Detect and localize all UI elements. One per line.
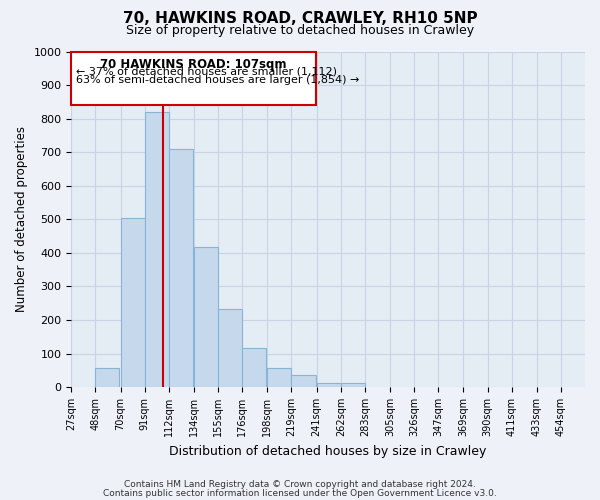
Text: 70, HAWKINS ROAD, CRAWLEY, RH10 5NP: 70, HAWKINS ROAD, CRAWLEY, RH10 5NP bbox=[122, 11, 478, 26]
Bar bbox=[341, 383, 365, 387]
Bar bbox=[121, 218, 145, 387]
Bar bbox=[95, 368, 119, 387]
Text: ← 37% of detached houses are smaller (1,112): ← 37% of detached houses are smaller (1,… bbox=[76, 66, 337, 76]
Bar bbox=[145, 112, 169, 387]
X-axis label: Distribution of detached houses by size in Crawley: Distribution of detached houses by size … bbox=[169, 444, 487, 458]
Bar bbox=[218, 309, 242, 387]
Text: Size of property relative to detached houses in Crawley: Size of property relative to detached ho… bbox=[126, 24, 474, 37]
Y-axis label: Number of detached properties: Number of detached properties bbox=[15, 126, 28, 312]
Bar bbox=[169, 149, 193, 387]
FancyBboxPatch shape bbox=[71, 52, 316, 105]
Text: 63% of semi-detached houses are larger (1,854) →: 63% of semi-detached houses are larger (… bbox=[76, 75, 359, 85]
Bar bbox=[268, 368, 292, 387]
Bar bbox=[242, 348, 266, 387]
Bar bbox=[194, 247, 218, 387]
Text: Contains public sector information licensed under the Open Government Licence v3: Contains public sector information licen… bbox=[103, 488, 497, 498]
Bar bbox=[292, 376, 316, 387]
Bar bbox=[317, 383, 341, 387]
Text: Contains HM Land Registry data © Crown copyright and database right 2024.: Contains HM Land Registry data © Crown c… bbox=[124, 480, 476, 489]
Text: 70 HAWKINS ROAD: 107sqm: 70 HAWKINS ROAD: 107sqm bbox=[100, 58, 287, 71]
